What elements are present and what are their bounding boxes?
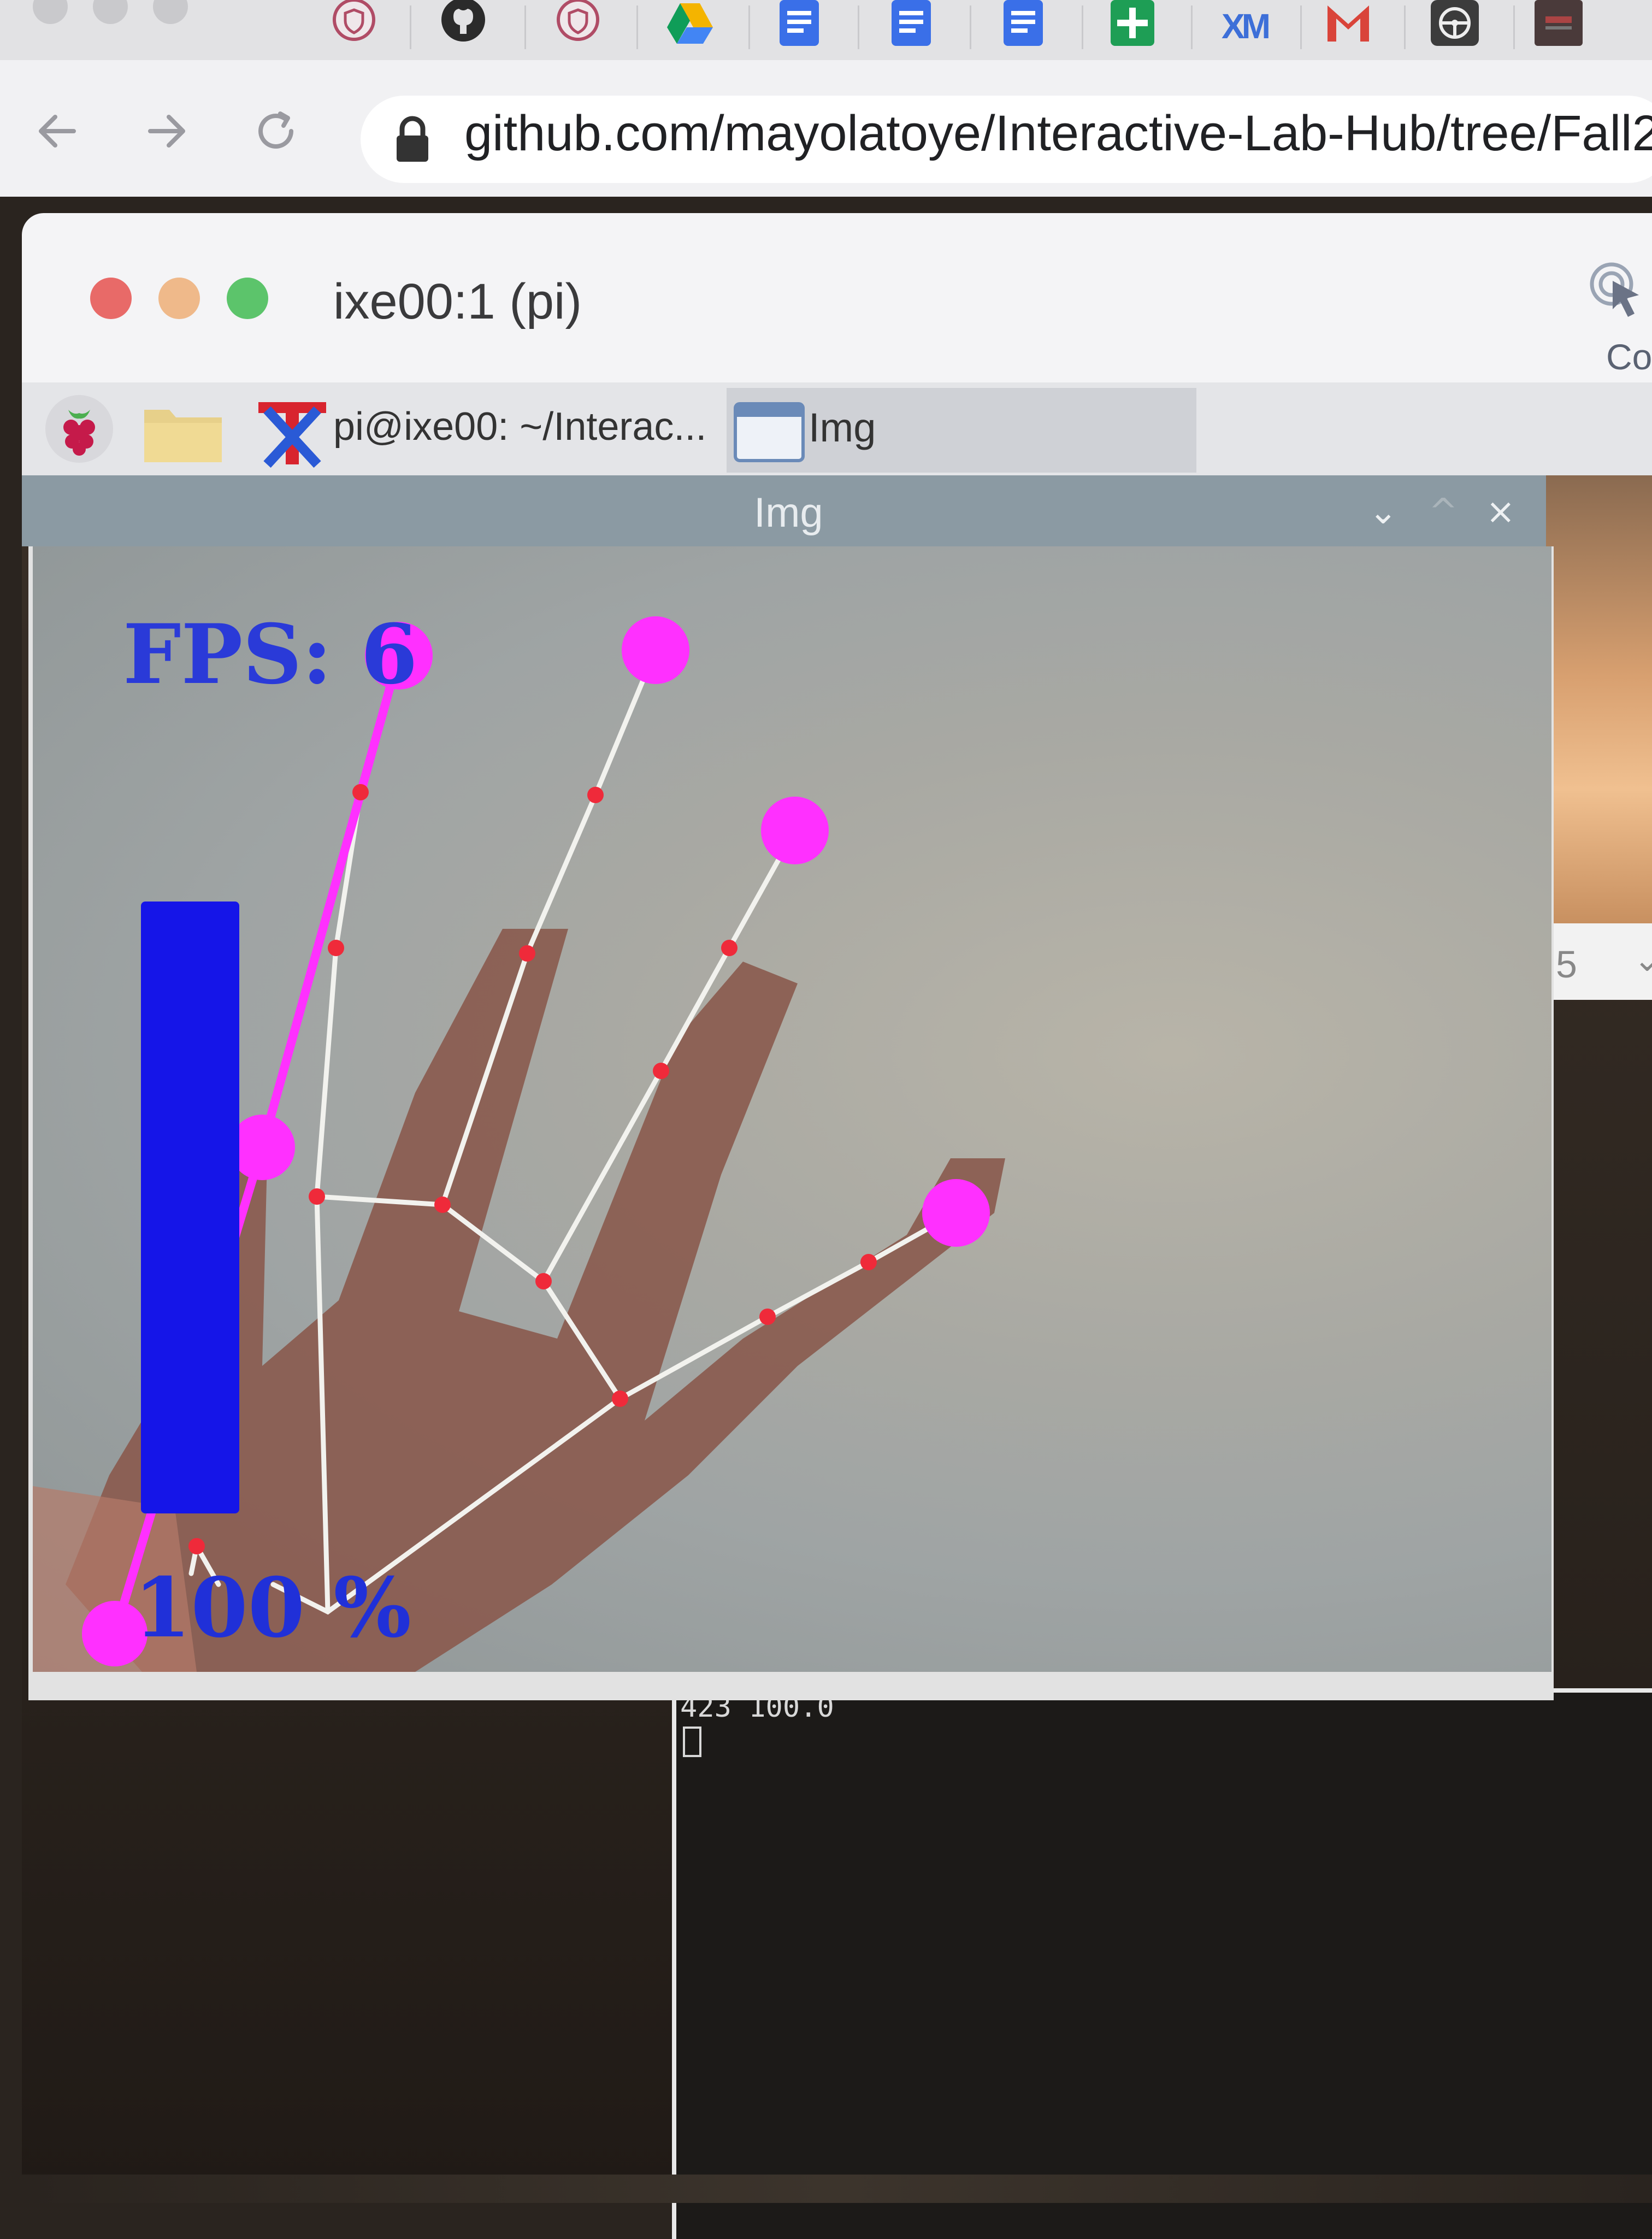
google-drive-icon[interactable] xyxy=(664,0,716,52)
taskbar-terminal-item[interactable]: pi@ixe00: ~/Interac... xyxy=(333,405,707,449)
window-close-dot[interactable] xyxy=(33,0,68,24)
hand-silhouette xyxy=(66,929,1005,1672)
desktop-bottom-edge xyxy=(22,2175,1652,2203)
shield-icon[interactable] xyxy=(328,0,380,52)
fps-counter: FPS: 6 xyxy=(123,606,418,703)
terminal-icon[interactable] xyxy=(254,393,331,470)
github-icon[interactable] xyxy=(437,0,489,52)
img-window-title: Img xyxy=(754,490,823,536)
background-window-number: 5 xyxy=(1556,943,1577,986)
volume-level-bar xyxy=(141,902,239,1513)
url-bar[interactable] xyxy=(361,96,1652,183)
hand-tracking-overlay xyxy=(33,616,1005,1672)
maximize-button[interactable]: ^ xyxy=(1429,492,1458,532)
xm-logo-icon[interactable]: XM xyxy=(1222,7,1271,46)
bookmarks-bar: XM xyxy=(0,0,1652,61)
gmail-icon[interactable] xyxy=(1322,0,1374,52)
window-icon[interactable] xyxy=(732,396,806,464)
window-zoom-dot[interactable] xyxy=(153,0,188,24)
close-button[interactable]: × xyxy=(1486,492,1515,532)
google-sheets-icon[interactable] xyxy=(1106,0,1159,52)
raspberry-pi-menu-icon[interactable] xyxy=(44,393,115,464)
steering-wheel-icon[interactable] xyxy=(1429,0,1481,52)
window-minimize-dot[interactable] xyxy=(93,0,128,24)
background-window-panel xyxy=(1546,923,1652,1000)
camera-feed xyxy=(33,546,1551,1672)
img-window-titlebar[interactable] xyxy=(22,475,1546,546)
google-docs-icon[interactable] xyxy=(885,0,937,52)
hand-joints xyxy=(188,784,877,1554)
google-docs-icon[interactable] xyxy=(773,0,825,52)
terminal-cursor xyxy=(683,1727,701,1757)
fingertip-landmarks xyxy=(82,616,990,1666)
google-docs-icon[interactable] xyxy=(997,0,1049,52)
minimize-button[interactable]: ⌄ xyxy=(1368,492,1398,532)
forward-button[interactable] xyxy=(139,104,194,158)
background-window-image xyxy=(1546,475,1652,923)
volume-percent-label: 100 % xyxy=(134,1560,411,1656)
taskbar-active-highlight xyxy=(727,388,1196,473)
vnc-minimize-dot[interactable] xyxy=(158,278,200,319)
vnc-zoom-dot[interactable] xyxy=(227,278,268,319)
url-text[interactable]: github.com/mayolatoye/Interactive-Lab-Hu… xyxy=(464,105,1652,161)
app-icon[interactable] xyxy=(1532,0,1585,52)
vnc-toolbar-label[interactable]: Co xyxy=(1606,337,1652,377)
file-manager-icon[interactable] xyxy=(142,399,224,464)
vnc-close-dot[interactable] xyxy=(90,278,132,319)
cursor-click-icon[interactable] xyxy=(1584,257,1652,325)
lock-icon xyxy=(397,116,428,162)
terminal-window[interactable] xyxy=(672,1688,1652,2239)
taskbar-img-item[interactable]: Img xyxy=(809,405,876,450)
shield-icon[interactable] xyxy=(552,0,604,52)
back-button[interactable] xyxy=(30,104,85,158)
reload-button[interactable] xyxy=(249,104,303,158)
vnc-window-title: ixe00:1 (pi) xyxy=(333,274,582,329)
chevron-down-icon[interactable]: ⌄ xyxy=(1633,941,1652,979)
